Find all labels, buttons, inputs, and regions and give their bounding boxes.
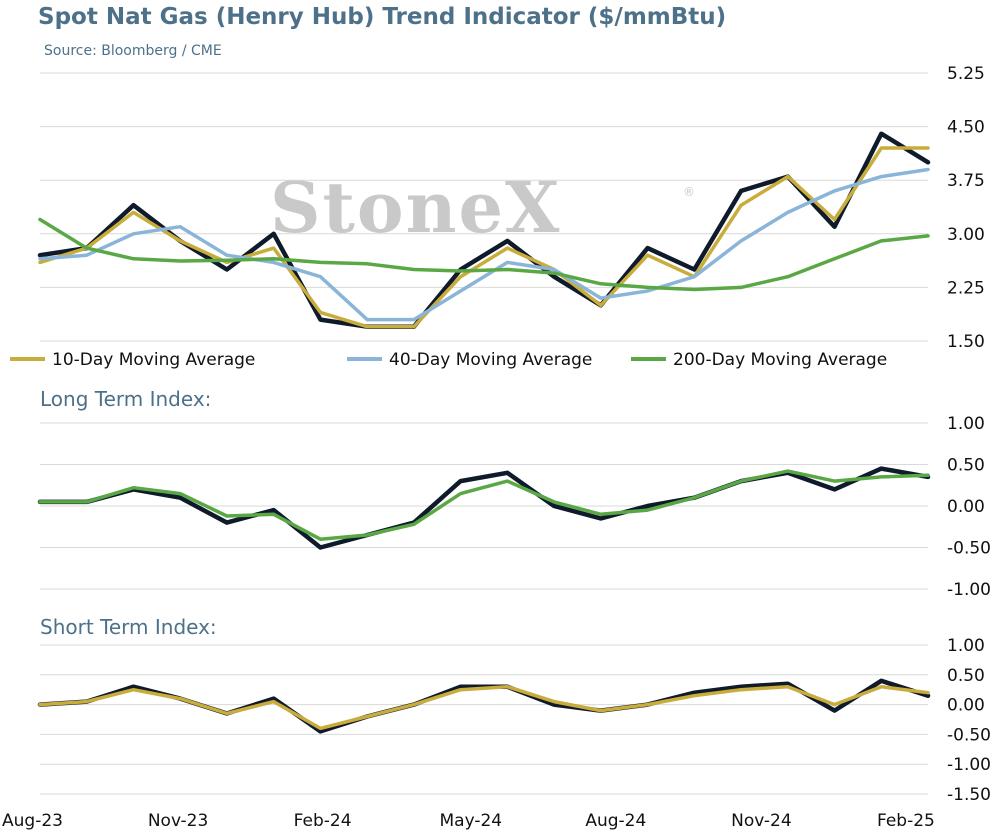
long-term-index-title: Long Term Index: — [40, 387, 212, 411]
x-axis-label: Nov-24 — [731, 811, 792, 831]
chart-source: Source: Bloomberg / CME — [44, 43, 222, 59]
long-term-panel-y-tick-label: 1.00 — [947, 414, 985, 434]
x-axis-label: May-24 — [440, 811, 503, 831]
price-panel-y-tick-label: 2.25 — [947, 278, 985, 298]
x-axis-label: Nov-23 — [148, 811, 209, 831]
short-term-panel-y-tick-label: 1.00 — [947, 636, 985, 656]
price-panel-y-tick-label: 5.25 — [947, 64, 985, 84]
short-term-panel-y-tick-label: 0.50 — [947, 666, 985, 686]
x-axis-label: Aug-24 — [585, 811, 646, 831]
short-term-panel-y-tick-label: -1.50 — [947, 785, 991, 805]
price-panel-y-tick-label: 1.50 — [947, 332, 985, 352]
legend-label-ma40: 40-Day Moving Average — [389, 350, 592, 370]
short-term-panel-y-tick-label: -1.00 — [947, 755, 991, 775]
short-term-panel-y-tick-label: -0.50 — [947, 725, 991, 745]
price-panel-series-ma200 — [38, 217, 930, 292]
x-axis-label: Aug-23 — [2, 811, 63, 831]
price-panel-y-tick-label: 3.00 — [947, 225, 985, 245]
short-term-panel-series-signal — [38, 684, 930, 731]
price-panel-y-tick-label: 3.75 — [947, 171, 985, 191]
price-panel-series-ma10 — [38, 146, 930, 329]
long-term-panel-y-tick-label: 0.50 — [947, 456, 985, 476]
legend-label-ma10: 10-Day Moving Average — [52, 350, 255, 370]
watermark-registered-mark: ® — [683, 185, 695, 199]
stonex-watermark: StoneX — [270, 166, 561, 249]
long-term-panel-y-tick-label: 0.00 — [947, 497, 985, 517]
chart-title: Spot Nat Gas (Henry Hub) Trend Indicator… — [38, 4, 727, 30]
long-term-panel-y-tick-label: -0.50 — [947, 539, 991, 559]
price-panel-series-ma40 — [38, 167, 930, 322]
legend-label-ma200: 200-Day Moving Average — [673, 350, 887, 370]
short-term-index-title: Short Term Index: — [40, 615, 217, 639]
x-axis-label: Feb-25 — [877, 811, 935, 831]
long-term-panel-series-index — [37, 466, 931, 550]
price-panel-y-tick-label: 4.50 — [947, 118, 985, 138]
long-term-panel-y-tick-label: -1.00 — [947, 580, 991, 600]
long-term-panel-series-signal — [38, 469, 930, 541]
x-axis-label: Feb-24 — [294, 811, 352, 831]
short-term-panel-y-tick-label: 0.00 — [947, 696, 985, 716]
